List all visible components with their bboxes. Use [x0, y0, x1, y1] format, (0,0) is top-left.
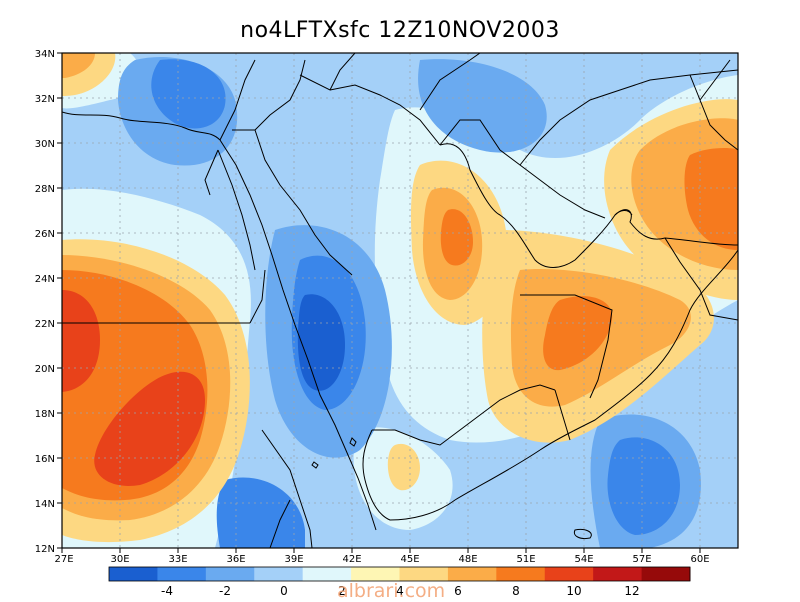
colorbar-cell [157, 567, 207, 581]
coastlines-borders [62, 53, 738, 548]
colorbar-tick-label: -2 [219, 584, 231, 598]
map-title: no4LFTXsfc 12Z10NOV2003 [240, 18, 560, 43]
colorbar-cell [302, 567, 352, 581]
lat-label: 30N [35, 139, 55, 150]
lon-label: 60E [690, 554, 709, 565]
lat-label: 18N [35, 409, 55, 420]
lon-label: 42E [342, 554, 361, 565]
watermark: albrari.com [337, 580, 446, 602]
colorbar-cell [447, 567, 497, 581]
colorbar-tick-label: 2 [338, 584, 346, 598]
colorbar-cell [544, 567, 594, 581]
lat-label: 16N [35, 454, 55, 465]
lon-label: 54E [574, 554, 593, 565]
colorbar-cell [399, 567, 449, 581]
lat-label: 34N [35, 49, 55, 60]
lat-label: 24N [35, 274, 55, 285]
colorbar-tick-label: 4 [396, 584, 404, 598]
colorbar-frame [108, 566, 691, 582]
colorbar-tick-label: 6 [454, 584, 462, 598]
lon-labels: 27E 30E 33E 36E 39E 42E 45E 48E 51E 54E … [54, 554, 709, 565]
colorbar-tick-label: 10 [566, 584, 581, 598]
lon-label: 30E [110, 554, 129, 565]
gridlines [62, 53, 738, 548]
lon-label: 48E [458, 554, 477, 565]
colorbar-cell [351, 567, 400, 581]
colorbar-cell [254, 567, 304, 581]
lat-label: 32N [35, 94, 55, 105]
lat-label: 22N [35, 319, 55, 330]
lat-labels: 34N 32N 30N 28N 26N 24N 22N 20N 18N 16N … [35, 49, 55, 555]
colorbar-labels: -4 -2 0 2 4 6 8 10 12 [161, 584, 640, 598]
lat-label: 28N [35, 184, 55, 195]
lon-label: 51E [516, 554, 535, 565]
lat-label: 26N [35, 229, 55, 240]
lat-label: 12N [35, 544, 55, 555]
contour-field [62, 53, 738, 548]
colorbar-cells [109, 567, 691, 581]
lon-label: 57E [632, 554, 651, 565]
lon-label: 27E [54, 554, 73, 565]
colorbar-cell [593, 567, 643, 581]
colorbar-tick-label: 12 [624, 584, 639, 598]
colorbar-tick-label: 8 [512, 584, 520, 598]
lat-label: 20N [35, 364, 55, 375]
lon-label: 36E [226, 554, 245, 565]
lon-label: 39E [284, 554, 303, 565]
colorbar-cell [496, 567, 546, 581]
colorbar-tick-label: -4 [161, 584, 173, 598]
colorbar-cell [205, 567, 255, 581]
lat-label: 14N [35, 499, 55, 510]
colorbar-cell [109, 567, 158, 581]
map-frame [61, 52, 739, 549]
colorbar-tick-label: 0 [280, 584, 288, 598]
lon-label: 45E [400, 554, 419, 565]
lon-label: 33E [168, 554, 187, 565]
axis-ticks [57, 52, 701, 553]
colorbar: -4 -2 0 2 4 6 8 10 12 [108, 566, 691, 598]
colorbar-cell [641, 567, 691, 581]
